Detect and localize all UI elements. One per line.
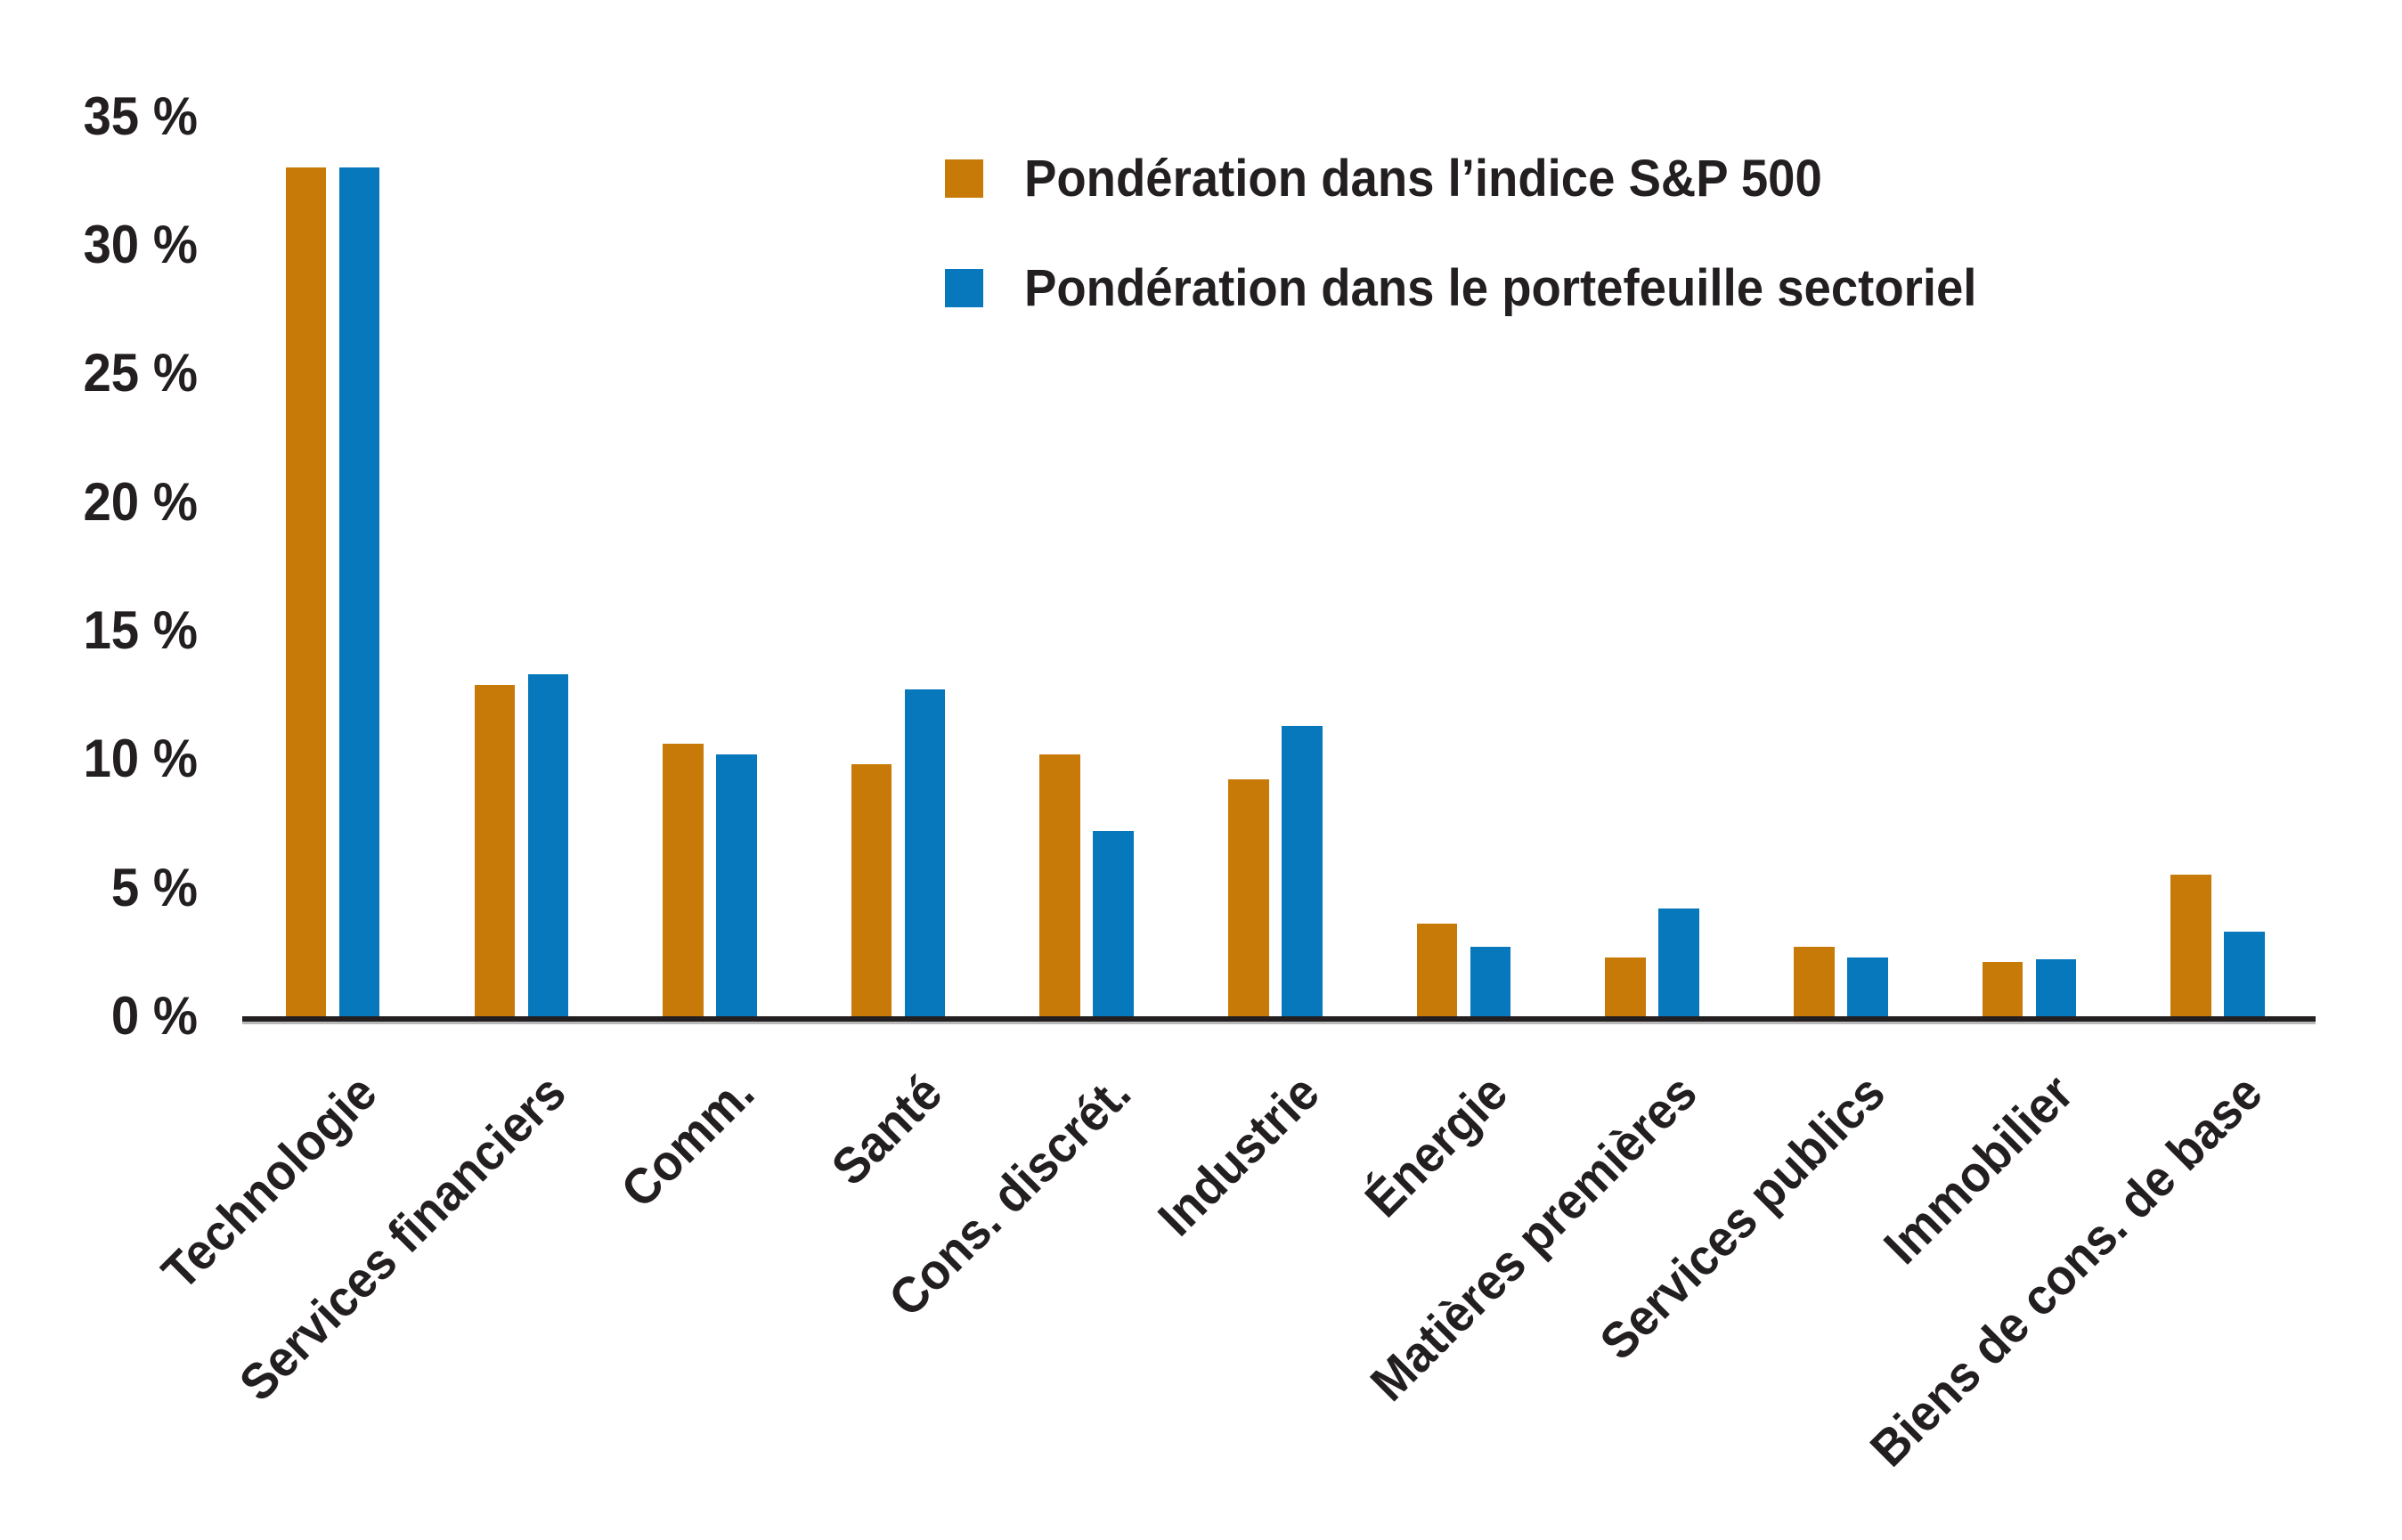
bar-portfolio-1 [338, 167, 380, 1016]
y-tick-label-10: 10 % [83, 729, 198, 789]
y-tick-label-5: 5 % [110, 857, 198, 917]
x-label-8: Matières premières [1359, 1063, 1708, 1413]
x-label-3: Comm. [610, 1063, 765, 1219]
bar-index-10 [1982, 962, 2023, 1016]
bar-portfolio-10 [2035, 959, 2077, 1016]
bar-index-7 [1416, 924, 1458, 1016]
x-label-2: Services financiers [228, 1063, 577, 1413]
bar-portfolio-4 [904, 689, 946, 1016]
bar-index-9 [1793, 947, 1835, 1016]
bar-portfolio-6 [1282, 725, 1323, 1016]
legend-item-index: Pondération dans l’indice S&P 500 [945, 144, 1873, 212]
legend-item-portfolio: Pondération dans le portefeuille sectori… [945, 254, 2038, 322]
bar-portfolio-5 [1093, 831, 1134, 1016]
y-tick-label-30: 30 % [83, 215, 198, 275]
bar-index-4 [851, 764, 892, 1016]
bar-portfolio-2 [527, 674, 569, 1016]
bar-portfolio-9 [1846, 957, 1888, 1016]
bar-index-11 [2170, 875, 2211, 1016]
y-tick-label-15: 15 % [83, 600, 198, 660]
bar-portfolio-7 [1470, 947, 1511, 1016]
y-tick-label-0: 0 % [110, 986, 198, 1046]
x-axis-line [242, 1016, 2316, 1024]
legend-label: Pondération dans le portefeuille sectori… [1024, 258, 1977, 317]
legend-swatch-icon [945, 159, 983, 198]
bar-index-8 [1605, 957, 1646, 1016]
bar-index-2 [474, 684, 516, 1016]
x-label-11: Biens de cons. de base [1859, 1063, 2273, 1478]
x-label-4: Santé [821, 1063, 954, 1197]
bar-portfolio-8 [1658, 908, 1699, 1016]
bar-index-5 [1039, 754, 1080, 1016]
y-tick-label-35: 35 % [83, 86, 198, 146]
x-label-6: Industrie [1147, 1063, 1331, 1247]
legend-label: Pondération dans l’indice S&P 500 [1024, 149, 1822, 208]
y-tick-label-20: 20 % [83, 471, 198, 532]
legend-swatch-icon [945, 268, 983, 307]
y-tick-label-25: 25 % [83, 343, 198, 403]
bar-portfolio-11 [2224, 931, 2265, 1016]
bar-index-6 [1228, 779, 1269, 1016]
bar-index-1 [285, 167, 327, 1016]
bar-index-3 [663, 744, 704, 1016]
x-label-7: Énergie [1355, 1063, 1519, 1228]
bar-portfolio-3 [716, 754, 757, 1016]
